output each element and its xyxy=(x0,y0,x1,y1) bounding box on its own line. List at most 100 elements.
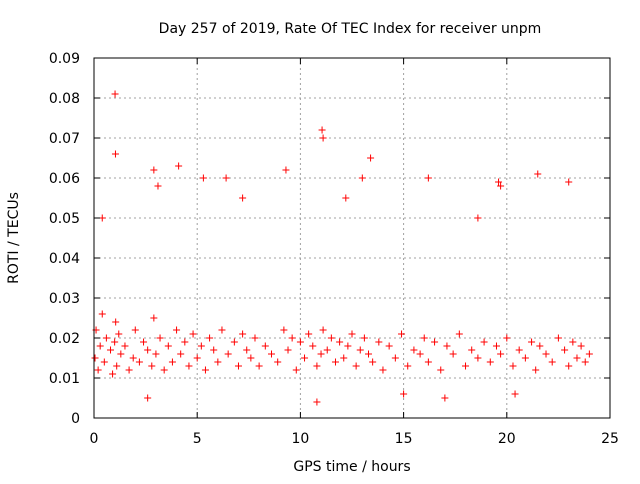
data-point xyxy=(431,338,439,346)
data-point xyxy=(239,194,247,202)
data-point xyxy=(175,162,183,170)
data-point xyxy=(150,314,158,322)
x-tick-label: 5 xyxy=(193,431,202,447)
data-point xyxy=(210,346,218,354)
data-point xyxy=(385,342,393,350)
x-tick-label: 10 xyxy=(291,431,309,447)
data-point xyxy=(331,358,339,366)
grid-layer xyxy=(94,58,610,418)
data-point xyxy=(554,334,562,342)
data-point xyxy=(144,346,152,354)
data-point xyxy=(111,90,119,98)
data-point xyxy=(581,358,589,366)
data-point xyxy=(509,362,517,370)
data-point xyxy=(189,330,197,338)
data-point xyxy=(534,170,542,178)
data-point xyxy=(542,350,550,358)
y-tick-label: 0.05 xyxy=(49,211,80,227)
data-point xyxy=(410,346,418,354)
data-point xyxy=(224,350,232,358)
data-point xyxy=(111,338,119,346)
data-point xyxy=(173,326,181,334)
data-point xyxy=(96,342,104,350)
data-point xyxy=(109,370,117,378)
y-tick-label: 0.01 xyxy=(49,371,80,387)
data-point xyxy=(164,342,172,350)
data-point xyxy=(230,338,238,346)
y-tick-label: 0.04 xyxy=(49,251,80,267)
data-point xyxy=(573,354,581,362)
chart-title: Day 257 of 2019, Rate Of TEC Index for r… xyxy=(159,21,542,37)
data-point xyxy=(532,366,540,374)
data-point xyxy=(274,358,282,366)
data-point xyxy=(561,346,569,354)
y-tick-label: 0.09 xyxy=(49,51,80,67)
data-point xyxy=(369,358,377,366)
data-point xyxy=(503,334,511,342)
data-point xyxy=(222,174,230,182)
data-point xyxy=(301,354,309,362)
data-point xyxy=(400,390,408,398)
data-point xyxy=(356,346,364,354)
data-point xyxy=(468,346,476,354)
data-point xyxy=(144,394,152,402)
plot-frame xyxy=(93,57,611,419)
data-point xyxy=(313,398,321,406)
data-point xyxy=(305,330,313,338)
data-point xyxy=(247,354,255,362)
x-tick-label: 20 xyxy=(498,431,516,447)
data-point xyxy=(336,338,344,346)
data-point xyxy=(515,346,523,354)
data-point xyxy=(474,214,482,222)
data-point xyxy=(156,334,164,342)
data-point xyxy=(480,338,488,346)
data-point xyxy=(125,366,133,374)
data-point xyxy=(511,390,519,398)
data-point xyxy=(199,174,207,182)
data-point xyxy=(342,194,350,202)
y-axis-label: ROTI / TECUs xyxy=(6,192,22,284)
data-point xyxy=(424,358,432,366)
y-tick-label: 0.02 xyxy=(49,331,80,347)
data-point xyxy=(239,330,247,338)
data-point xyxy=(185,362,193,370)
data-point xyxy=(251,334,259,342)
data-point xyxy=(234,362,242,370)
y-tick-label: 0.08 xyxy=(49,91,80,107)
data-point xyxy=(358,174,366,182)
data-point xyxy=(98,310,106,318)
data-point xyxy=(536,342,544,350)
data-point xyxy=(379,366,387,374)
data-point xyxy=(282,166,290,174)
data-point xyxy=(486,358,494,366)
data-point xyxy=(340,354,348,362)
data-point xyxy=(441,394,449,402)
data-point xyxy=(121,342,129,350)
data-point xyxy=(206,334,214,342)
data-point xyxy=(449,350,457,358)
data-point xyxy=(577,342,585,350)
data-point xyxy=(214,358,222,366)
data-point xyxy=(585,350,593,358)
data-point xyxy=(102,334,110,342)
y-tick-label: 0.07 xyxy=(49,131,80,147)
data-point xyxy=(309,342,317,350)
x-tick-label: 15 xyxy=(395,431,413,447)
data-point xyxy=(243,346,251,354)
data-point xyxy=(375,338,383,346)
data-point xyxy=(292,366,300,374)
data-point xyxy=(261,342,269,350)
data-point xyxy=(327,334,335,342)
data-point xyxy=(521,354,529,362)
data-point xyxy=(154,182,162,190)
data-point xyxy=(420,334,428,342)
y-tick-label: 0.03 xyxy=(49,291,80,307)
data-point xyxy=(492,342,500,350)
points-layer xyxy=(91,90,593,406)
data-point xyxy=(495,178,503,186)
data-point xyxy=(548,358,556,366)
data-point xyxy=(280,326,288,334)
data-point xyxy=(100,358,108,366)
data-point xyxy=(404,362,412,370)
